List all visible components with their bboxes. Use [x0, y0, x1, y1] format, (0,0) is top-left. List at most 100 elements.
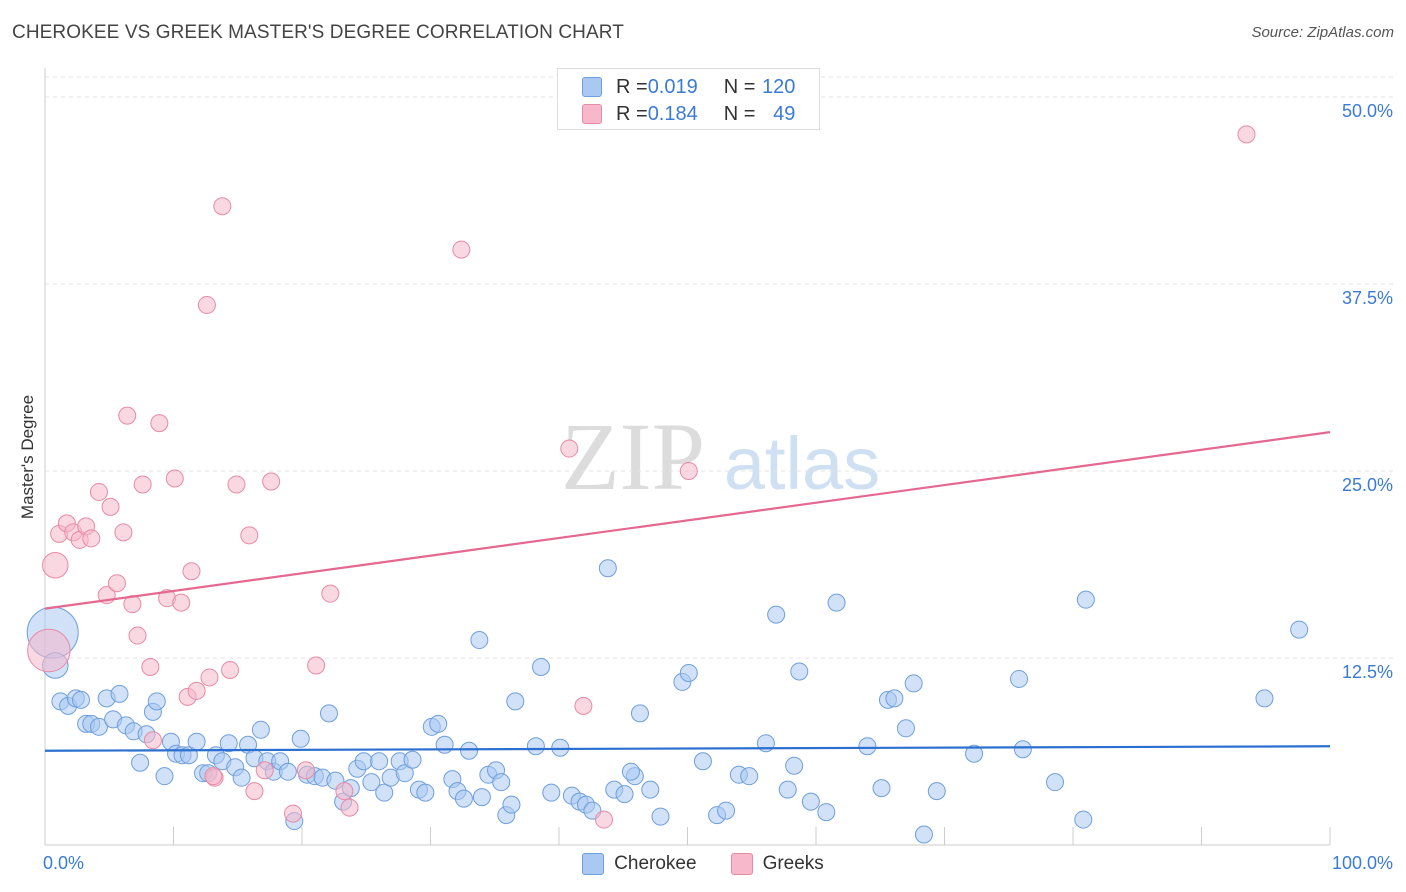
data-point: [542, 783, 561, 802]
grid-lines: [45, 76, 1394, 659]
data-point: [155, 767, 174, 786]
data-point: [801, 792, 820, 811]
watermark-zip: ZIP: [561, 403, 705, 510]
legend-label-greeks: Greeks: [762, 853, 824, 874]
data-point: [717, 801, 736, 820]
data-point: [896, 719, 915, 738]
data-point: [133, 475, 152, 494]
data-point: [42, 551, 69, 579]
data-point: [107, 574, 126, 593]
data-point: [284, 804, 303, 823]
data-point: [395, 764, 414, 783]
data-point: [307, 656, 326, 675]
data-point: [651, 807, 670, 826]
data-point: [778, 780, 797, 799]
data-point: [110, 684, 129, 703]
data-point: [429, 714, 448, 733]
data-point: [197, 295, 216, 314]
trend-lines: [44, 431, 1331, 752]
series-cherokee: [26, 559, 1309, 844]
data-point: [965, 744, 984, 763]
data-point: [454, 789, 473, 808]
data-point: [1010, 669, 1029, 688]
x-tick-label: 100.0%: [1332, 853, 1393, 873]
legend-item-cherokee[interactable]: Cherokee: [582, 852, 697, 876]
data-point: [532, 657, 551, 676]
data-point: [1046, 773, 1065, 792]
data-point: [354, 752, 373, 771]
data-point: [914, 825, 933, 844]
data-point: [492, 773, 511, 792]
data-point: [1237, 125, 1256, 144]
data-point: [82, 529, 101, 548]
data-point: [1013, 740, 1032, 759]
data-point: [340, 798, 359, 817]
data-point: [114, 523, 133, 542]
data-point: [335, 782, 354, 801]
watermark: ZIP atlas: [561, 403, 880, 510]
data-point: [1074, 810, 1093, 829]
data-point: [251, 720, 270, 739]
data-point: [147, 692, 166, 711]
data-point: [790, 662, 809, 681]
series-legend: Cherokee Greeks: [0, 852, 1406, 876]
data-point: [551, 738, 570, 757]
data-point: [370, 752, 389, 771]
data-point: [204, 767, 223, 786]
data-point: [262, 472, 281, 491]
n-label: N =: [723, 75, 756, 98]
data-point: [187, 681, 206, 700]
data-point: [227, 475, 246, 494]
data-point: [472, 788, 491, 807]
data-point: [213, 197, 232, 216]
chart-title: CHEROKEE VS GREEK MASTER'S DEGREE CORREL…: [12, 22, 624, 43]
data-point: [118, 406, 137, 425]
data-point: [785, 756, 804, 775]
data-point: [165, 469, 184, 488]
data-point: [574, 696, 593, 715]
legend-label-cherokee: Cherokee: [614, 853, 697, 874]
greeks-legend-swatch: [730, 853, 753, 875]
data-point: [101, 497, 120, 516]
data-point: [416, 783, 435, 802]
data-point: [693, 752, 712, 771]
data-point: [452, 240, 471, 259]
trend-line-greeks: [44, 431, 1331, 610]
stats-row-cherokee: R = 0.019 N = 120: [582, 75, 795, 99]
r-label: R =: [616, 75, 648, 98]
data-point: [89, 482, 108, 501]
x-tick-label: 0.0%: [43, 853, 84, 873]
data-point: [1255, 689, 1274, 708]
series-greeks: [27, 125, 1256, 829]
data-points: [26, 125, 1309, 844]
data-point: [232, 768, 251, 787]
data-point: [598, 559, 617, 578]
r-value: 0.184: [647, 102, 698, 125]
data-point: [460, 741, 479, 760]
data-point: [187, 732, 206, 751]
data-point: [150, 414, 169, 433]
cherokee-legend-swatch: [582, 853, 605, 875]
data-point: [630, 704, 649, 723]
data-point: [858, 737, 877, 756]
data-point: [506, 692, 525, 711]
data-point: [362, 773, 381, 792]
data-point: [89, 717, 108, 736]
data-point: [27, 628, 71, 673]
y-tick-label: 12.5%: [1342, 662, 1393, 682]
legend-item-greeks[interactable]: Greeks: [730, 852, 824, 876]
y-tick-label: 37.5%: [1342, 288, 1393, 308]
source-label: Source: ZipAtlas.com: [1251, 24, 1394, 41]
y-axis-label: Master's Degree: [18, 395, 37, 519]
data-point: [182, 562, 201, 581]
stats-legend: R = 0.019 N = 120 R = 0.184 N = 49: [557, 68, 820, 130]
data-point: [200, 668, 219, 687]
data-point: [255, 761, 274, 780]
data-point: [375, 783, 394, 802]
r-value: 0.019: [647, 75, 698, 98]
data-point: [615, 785, 634, 804]
data-point: [1076, 590, 1095, 609]
cherokee-swatch: [582, 77, 602, 97]
data-point: [904, 674, 923, 693]
data-point: [319, 704, 338, 723]
